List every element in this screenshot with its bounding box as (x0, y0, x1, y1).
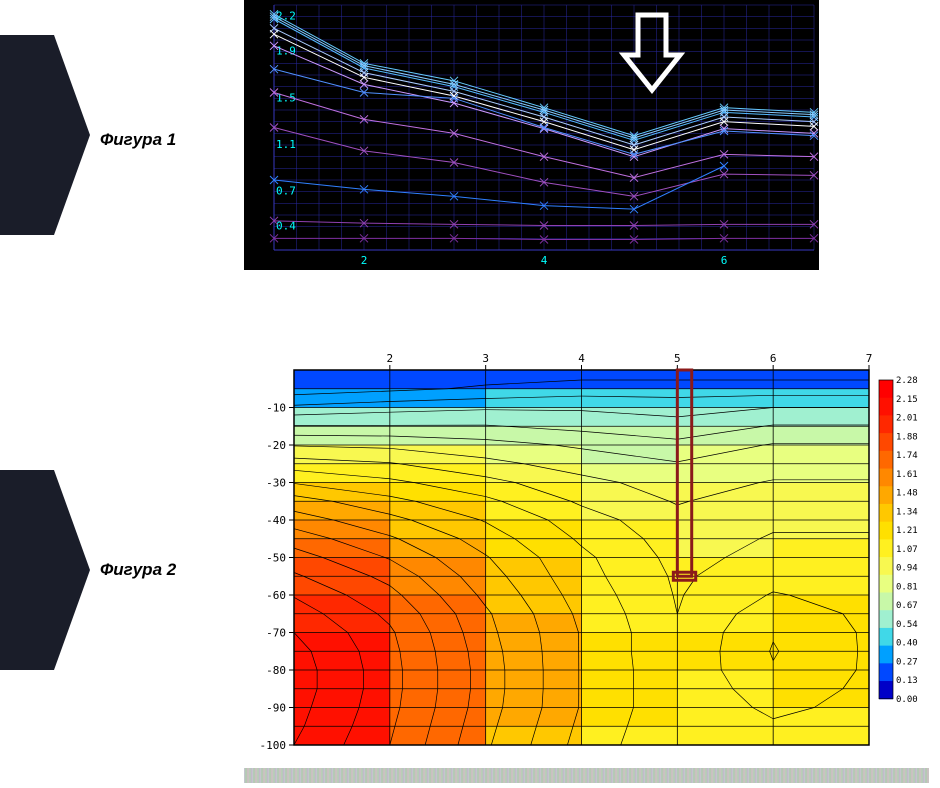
pointer-shape-1 (0, 35, 90, 235)
figure2-heatmap-chart: 2 3 4 5 6 7 -10 -20 -30 -40 -50 -60 -70 -80 -90 -100 2.2… (244, 350, 929, 750)
svg-text:0.81: 0.81 (896, 582, 918, 592)
svg-text:6: 6 (770, 352, 777, 365)
svg-text:2.15: 2.15 (896, 395, 918, 405)
svg-text:2: 2 (361, 254, 368, 267)
svg-text:2.01: 2.01 (896, 414, 918, 424)
svg-text:2: 2 (387, 352, 394, 365)
svg-text:1.1: 1.1 (276, 138, 296, 151)
svg-text:0.7: 0.7 (276, 185, 296, 198)
svg-text:-80: -80 (266, 664, 286, 677)
svg-text:0.54: 0.54 (896, 620, 918, 630)
svg-text:-10: -10 (266, 402, 286, 415)
svg-text:4: 4 (541, 254, 548, 267)
figure1-label: Фигура 1 (100, 130, 176, 150)
svg-text:1.07: 1.07 (896, 545, 918, 555)
svg-text:5: 5 (674, 352, 681, 365)
svg-text:0.40: 0.40 (896, 639, 918, 649)
svg-text:-30: -30 (266, 477, 286, 490)
svg-text:0.13: 0.13 (896, 676, 918, 686)
svg-text:1.34: 1.34 (896, 507, 918, 517)
svg-text:4: 4 (578, 352, 585, 365)
svg-text:6: 6 (721, 254, 728, 267)
svg-text:-20: -20 (266, 439, 286, 452)
svg-text:3: 3 (482, 352, 489, 365)
figure2-label: Фигура 2 (100, 560, 176, 580)
svg-text:-40: -40 (266, 514, 286, 527)
svg-text:0.67: 0.67 (896, 601, 918, 611)
svg-text:-60: -60 (266, 589, 286, 602)
svg-text:7: 7 (866, 352, 873, 365)
svg-text:-90: -90 (266, 702, 286, 715)
svg-text:2.28: 2.28 (896, 376, 918, 386)
svg-text:-50: -50 (266, 552, 286, 565)
svg-text:1.48: 1.48 (896, 489, 918, 499)
svg-text:1.61: 1.61 (896, 470, 918, 480)
svg-text:-100: -100 (260, 739, 287, 750)
svg-text:0.00: 0.00 (896, 695, 918, 705)
svg-text:1.88: 1.88 (896, 432, 918, 442)
svg-text:1.74: 1.74 (896, 451, 918, 461)
svg-text:0.94: 0.94 (896, 564, 918, 574)
svg-text:-70: -70 (266, 627, 286, 640)
pointer-shape-2 (0, 470, 90, 670)
svg-text:0.27: 0.27 (896, 657, 918, 667)
figure1-line-chart: 0.40.71.11.51.92.2246 (244, 0, 819, 270)
noise-strip (244, 768, 929, 783)
svg-text:1.21: 1.21 (896, 526, 918, 536)
